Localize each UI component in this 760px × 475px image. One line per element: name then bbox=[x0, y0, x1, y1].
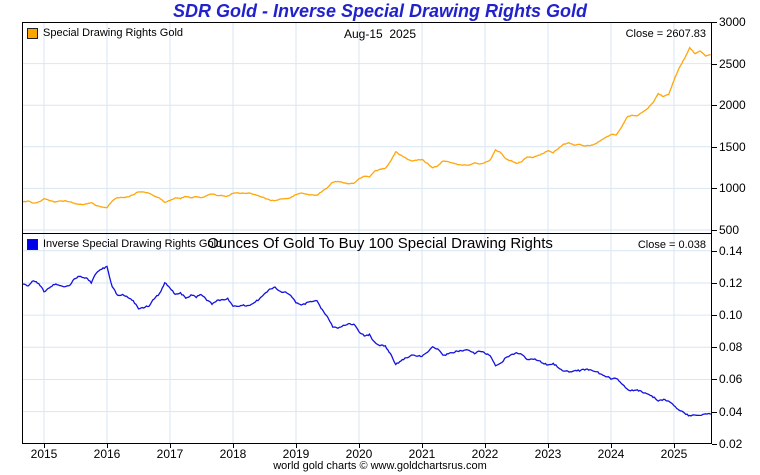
y-axis-tick bbox=[712, 315, 717, 316]
x-axis-tick bbox=[107, 444, 108, 448]
y-axis-tick bbox=[712, 283, 717, 284]
y-axis-label: 2000 bbox=[719, 98, 746, 112]
top-legend: Special Drawing Rights Gold bbox=[27, 27, 183, 39]
y-axis-label: 0.10 bbox=[719, 308, 743, 322]
sdr-gold-line bbox=[23, 46, 711, 209]
x-axis-tick bbox=[359, 444, 360, 448]
y-axis-tick bbox=[712, 412, 717, 413]
last-date-label: Aug-15 2025 bbox=[343, 27, 417, 41]
x-axis-label: 2019 bbox=[282, 447, 310, 461]
y-axis-label: 500 bbox=[719, 223, 740, 237]
y-axis-label: 0.08 bbox=[719, 340, 743, 354]
y-axis-tick bbox=[712, 105, 717, 106]
y-axis-label: 0.12 bbox=[719, 276, 743, 290]
bottom-legend: Inverse Special Drawing Rights Gold bbox=[27, 238, 222, 250]
y-axis-label: 2500 bbox=[719, 57, 746, 71]
y-axis-tick bbox=[712, 188, 717, 189]
inverse-sdr-gold-legend-swatch-icon bbox=[27, 238, 38, 250]
sdr-gold-plot bbox=[23, 23, 711, 233]
x-axis-tick bbox=[422, 444, 423, 448]
x-axis-tick bbox=[611, 444, 612, 448]
y-axis-label: 0.06 bbox=[719, 372, 743, 386]
x-axis-label: 2018 bbox=[219, 447, 247, 461]
bottom-legend-label: Inverse Special Drawing Rights Gold bbox=[43, 238, 223, 250]
y-axis-label: 1000 bbox=[719, 181, 746, 195]
y-axis-label: 0.02 bbox=[719, 437, 743, 451]
x-axis-tick bbox=[674, 444, 675, 448]
y-axis-tick bbox=[712, 347, 717, 348]
y-axis-tick bbox=[712, 147, 717, 148]
x-axis-label: 2020 bbox=[345, 447, 373, 461]
x-axis-label: 2025 bbox=[660, 447, 688, 461]
bottom-panel-caption: Ounces Of Gold To Buy 100 Special Drawin… bbox=[207, 235, 553, 252]
bottom-close-value: Close = 0.038 bbox=[637, 239, 706, 251]
y-axis-tick bbox=[712, 230, 717, 231]
page-title: SDR Gold - Inverse Special Drawing Right… bbox=[172, 1, 588, 21]
inverse-sdr-gold-plot bbox=[23, 234, 711, 443]
x-axis-tick bbox=[485, 444, 486, 448]
x-axis-label: 2022 bbox=[471, 447, 499, 461]
x-axis-label: 2016 bbox=[93, 447, 121, 461]
x-axis-tick bbox=[548, 444, 549, 448]
y-axis-tick bbox=[712, 22, 717, 23]
x-axis-label: 2021 bbox=[408, 447, 436, 461]
y-axis-label: 0.04 bbox=[719, 405, 743, 419]
chart-frame bbox=[22, 22, 712, 444]
inverse-sdr-gold-line bbox=[23, 265, 711, 417]
footer-credit: world gold charts © www.goldchartsrus.co… bbox=[273, 460, 487, 472]
panel-divider bbox=[23, 233, 711, 234]
y-axis-label: 0.14 bbox=[719, 244, 743, 258]
y-axis-tick bbox=[712, 444, 717, 445]
y-axis-label: 3000 bbox=[719, 15, 746, 29]
sdr-gold-legend-swatch-icon bbox=[27, 27, 38, 39]
y-axis-tick bbox=[712, 379, 717, 380]
top-legend-label: Special Drawing Rights Gold bbox=[43, 27, 184, 39]
x-axis-label: 2015 bbox=[30, 447, 58, 461]
x-axis-tick bbox=[296, 444, 297, 448]
x-axis-tick bbox=[44, 444, 45, 448]
y-axis-tick bbox=[712, 64, 717, 65]
y-axis-label: 1500 bbox=[719, 140, 746, 154]
x-axis-tick bbox=[170, 444, 171, 448]
x-axis-label: 2017 bbox=[156, 447, 184, 461]
x-axis-label: 2024 bbox=[597, 447, 625, 461]
x-axis-label: 2023 bbox=[534, 447, 562, 461]
y-axis-tick bbox=[712, 251, 717, 252]
top-close-value: Close = 2607.83 bbox=[625, 28, 706, 40]
x-axis-tick bbox=[233, 444, 234, 448]
